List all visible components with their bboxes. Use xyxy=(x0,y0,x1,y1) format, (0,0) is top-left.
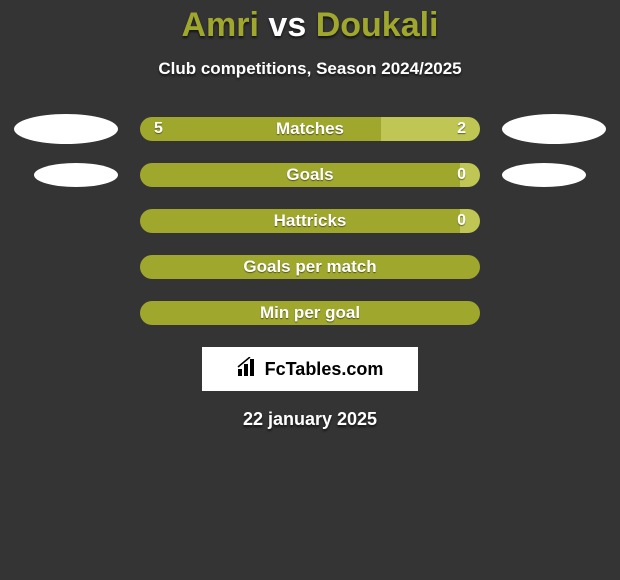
player-right-oval xyxy=(502,163,586,187)
stat-bar: Goals per match xyxy=(140,255,480,279)
stat-bar: 0Goals xyxy=(140,163,480,187)
stat-bar-left xyxy=(140,301,480,325)
player-left-oval xyxy=(14,114,118,144)
stat-bar-left: 5 xyxy=(140,117,381,141)
stat-bar-left xyxy=(140,163,460,187)
stat-bar-right: 0 xyxy=(460,209,480,233)
stat-bar-right: 2 xyxy=(381,117,480,141)
title-part: Doukali xyxy=(316,6,439,44)
page-title: Amri vs Doukali xyxy=(0,0,620,45)
stat-row: 0Goals xyxy=(0,163,620,187)
stat-bar-right: 0 xyxy=(460,163,480,187)
logo-text: FcTables.com xyxy=(265,359,384,380)
stat-bar: 0Hattricks xyxy=(140,209,480,233)
stat-row: Goals per match xyxy=(0,255,620,279)
logo-box[interactable]: FcTables.com xyxy=(202,347,418,391)
stats-area: 52Matches 0Goals 0Hattricks Goals per match… xyxy=(0,117,620,325)
player-left-oval xyxy=(34,163,118,187)
date-text: 22 january 2025 xyxy=(0,409,620,430)
player-right-oval xyxy=(502,114,606,144)
stat-row: 52Matches xyxy=(0,117,620,141)
title-part: Amri xyxy=(182,6,259,44)
stat-bar: 52Matches xyxy=(140,117,480,141)
stat-bar: Min per goal xyxy=(140,301,480,325)
title-part: vs xyxy=(259,6,316,44)
stat-row: Min per goal xyxy=(0,301,620,325)
subtitle: Club competitions, Season 2024/2025 xyxy=(0,59,620,79)
stat-bar-left xyxy=(140,209,460,233)
stat-row: 0Hattricks xyxy=(0,209,620,233)
stat-bar-left xyxy=(140,255,480,279)
bar-chart-icon xyxy=(237,357,259,382)
